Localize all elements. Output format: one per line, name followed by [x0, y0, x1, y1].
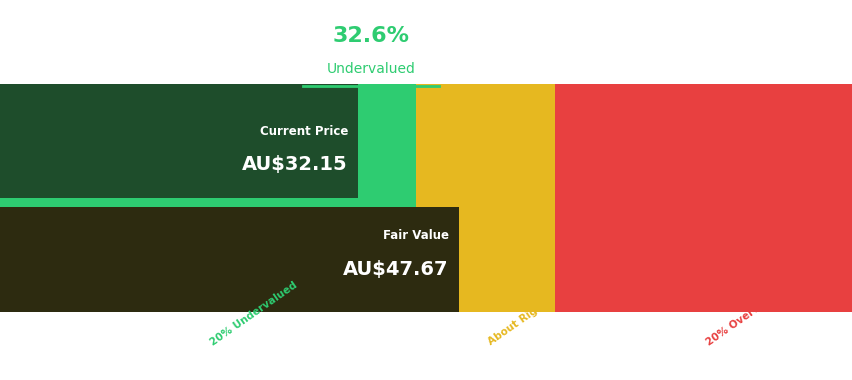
Text: About Right: About Right — [486, 299, 549, 347]
Bar — [416, 84, 555, 312]
Text: 32.6%: 32.6% — [332, 25, 409, 46]
Text: Current Price: Current Price — [259, 125, 348, 138]
Text: AU$47.67: AU$47.67 — [343, 260, 448, 279]
Text: Fair Value: Fair Value — [383, 229, 448, 242]
Text: AU$32.15: AU$32.15 — [242, 155, 348, 174]
Text: 20% Undervalued: 20% Undervalued — [208, 279, 298, 347]
Bar — [555, 84, 852, 312]
Bar — [0, 84, 358, 198]
Text: Undervalued: Undervalued — [326, 62, 415, 76]
Bar — [0, 84, 416, 312]
Bar — [0, 207, 458, 312]
Text: 20% Overvalued: 20% Overvalued — [704, 284, 787, 347]
